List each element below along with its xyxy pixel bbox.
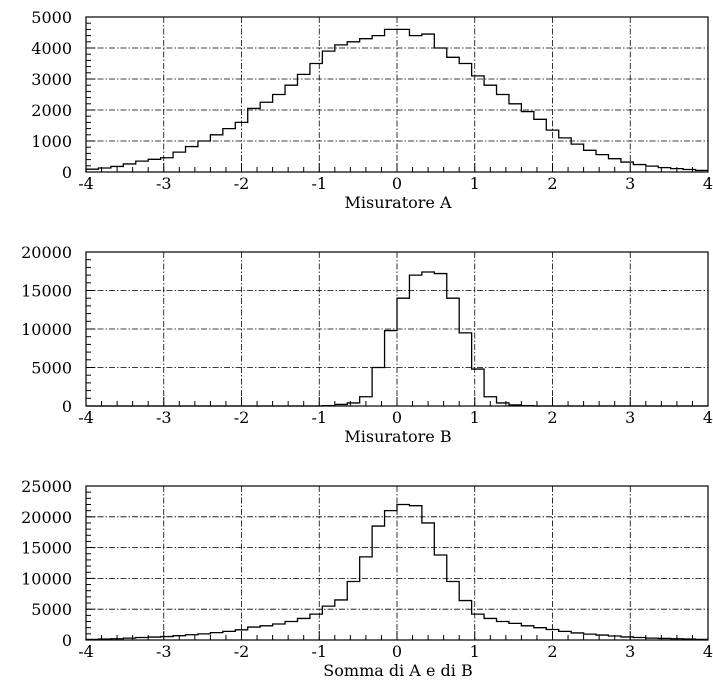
x-axis-label: Somma di A e di B bbox=[323, 661, 472, 680]
plot-frame bbox=[85, 251, 709, 407]
x-tick-label: 2 bbox=[547, 642, 557, 661]
y-tick-label: 0 bbox=[62, 163, 72, 182]
panel-sum: -4 -3 -2 -1 0 1 2 3 4 0 5000 10000 15000 20000 25000 So… bbox=[21, 477, 713, 680]
y-tick-label: 20000 bbox=[21, 508, 72, 527]
x-tick-label: -3 bbox=[156, 174, 172, 193]
x-tick-label: 4 bbox=[703, 408, 713, 427]
y-tick-label: 5000 bbox=[31, 8, 72, 27]
x-tick-label: 3 bbox=[625, 642, 635, 661]
x-tick-label: 4 bbox=[703, 642, 713, 661]
x-tick-label: -4 bbox=[78, 174, 94, 193]
x-tick-label: 0 bbox=[392, 174, 402, 193]
y-tick-label: 10000 bbox=[21, 569, 72, 588]
y-tick-label: 2000 bbox=[31, 101, 72, 120]
x-tick-label: 2 bbox=[547, 174, 557, 193]
x-tick-label: -1 bbox=[311, 408, 327, 427]
x-tick-label: -3 bbox=[156, 408, 172, 427]
x-tick-label: 3 bbox=[625, 174, 635, 193]
x-tick-label: -2 bbox=[234, 408, 250, 427]
y-tick-label: 3000 bbox=[31, 70, 72, 89]
y-tick-label: 0 bbox=[62, 631, 72, 650]
y-tick-label: 20000 bbox=[21, 243, 72, 262]
x-tick-label: 4 bbox=[703, 174, 713, 193]
y-tick-label: 0 bbox=[62, 397, 72, 416]
y-tick-label: 5000 bbox=[31, 359, 72, 378]
histogram-line bbox=[85, 503, 708, 641]
x-tick-label: 0 bbox=[392, 408, 402, 427]
y-tick-label: 10000 bbox=[21, 320, 72, 339]
x-axis-label: Misuratore A bbox=[344, 193, 451, 212]
y-tick-label: 5000 bbox=[31, 600, 72, 619]
x-tick-label: 0 bbox=[392, 642, 402, 661]
panel-a: -4 -3 -2 -1 0 1 2 3 4 0 1000 2000 3000 4000 5000 Misura… bbox=[31, 8, 713, 212]
y-tick-label: 25000 bbox=[21, 477, 72, 496]
x-tick-label: 3 bbox=[625, 408, 635, 427]
y-tick-label: 15000 bbox=[21, 539, 72, 558]
histogram-line bbox=[85, 28, 708, 172]
x-tick-label: -1 bbox=[311, 174, 327, 193]
y-tick-label: 15000 bbox=[21, 282, 72, 301]
panel-b: -4 -3 -2 -1 0 1 2 3 4 0 5000 10000 15000 20000 Misurat… bbox=[21, 243, 713, 446]
x-tick-label: -3 bbox=[156, 642, 172, 661]
x-tick-label: 2 bbox=[547, 408, 557, 427]
x-tick-label: 1 bbox=[470, 642, 480, 661]
x-tick-label: -4 bbox=[78, 408, 94, 427]
y-tick-label: 1000 bbox=[31, 132, 72, 151]
x-tick-label: -2 bbox=[234, 174, 250, 193]
x-axis-label: Misuratore B bbox=[344, 427, 451, 446]
x-tick-label: -1 bbox=[311, 642, 327, 661]
plot-frame bbox=[85, 485, 709, 641]
y-tick-label: 4000 bbox=[31, 39, 72, 58]
x-tick-label: -2 bbox=[234, 642, 250, 661]
x-tick-label: 1 bbox=[470, 408, 480, 427]
x-tick-label: -4 bbox=[78, 642, 94, 661]
x-tick-label: 1 bbox=[470, 174, 480, 193]
plot-frame bbox=[85, 16, 709, 173]
